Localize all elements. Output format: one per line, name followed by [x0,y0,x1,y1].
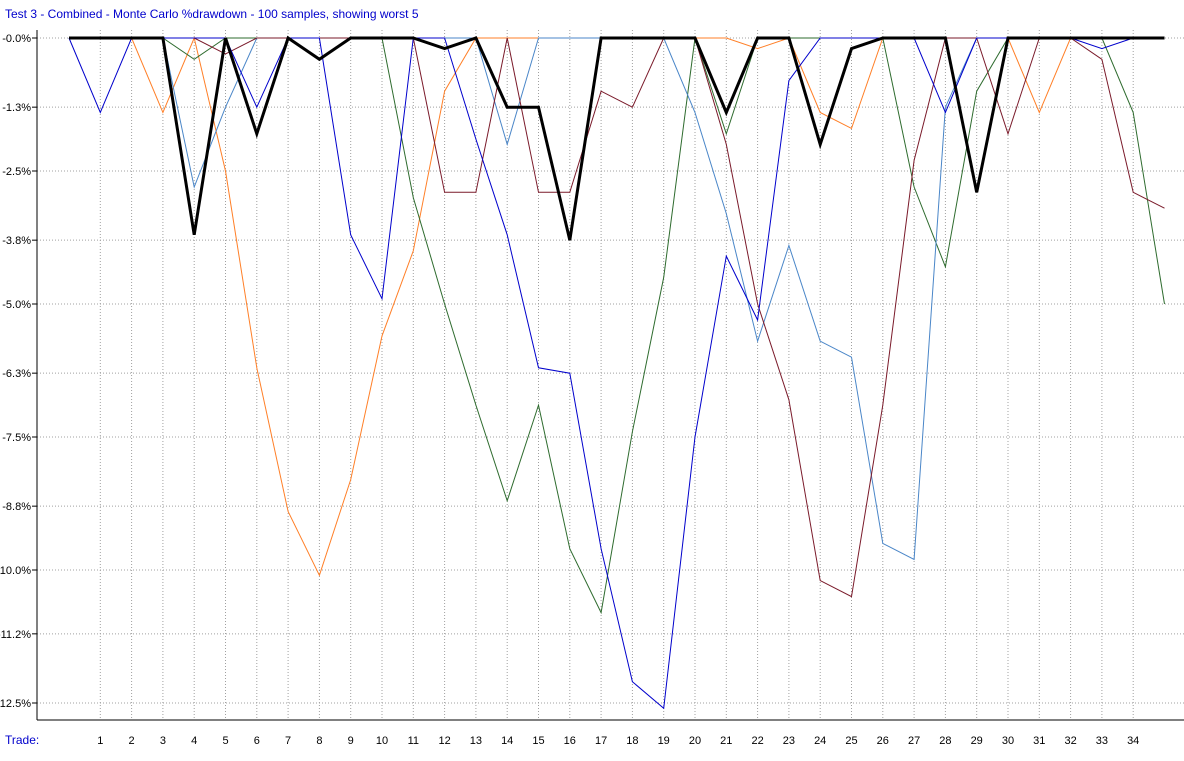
x-tick-label: 28 [939,735,951,747]
axes [32,30,1184,721]
x-tick-label: 31 [1033,735,1045,747]
x-tick-label: 20 [689,735,701,747]
x-axis-label: Trade: [5,733,40,747]
x-tick-label: 25 [845,735,857,747]
series-line-5 [68,37,1165,710]
series-line-2 [69,37,1165,615]
series-line-4 [69,37,1165,598]
y-tick-label: -12.5% [0,698,31,710]
series-line-6 [69,35,1165,241]
x-tick-label: 34 [1127,735,1139,747]
x-tick-label: 21 [720,735,732,747]
x-tick-label: 7 [285,735,291,747]
x-tick-label: 3 [160,735,166,747]
x-tick-label: 23 [783,735,795,747]
x-tick-label: 1 [97,735,103,747]
x-tick-label: 4 [191,735,197,747]
y-tick-label: -1.3% [2,102,31,114]
x-tick-label: 17 [595,735,607,747]
x-tick-label: 32 [1064,735,1076,747]
chart-title: Test 3 - Combined - Monte Carlo %drawdow… [5,7,419,21]
y-tick-label: -5.0% [2,299,31,311]
x-tick-label: 30 [1002,735,1014,747]
y-tick-label: -6.3% [2,368,31,380]
x-tick-label: 6 [254,735,260,747]
y-tick-label: -7.5% [2,432,31,444]
x-tick-label: 12 [438,735,450,747]
x-tick-label: 22 [751,735,763,747]
x-tick-label: 15 [532,735,544,747]
y-tick-label: -0.0% [2,33,31,45]
y-tick-label: -2.5% [2,166,31,178]
y-tick-label: -8.8% [2,501,31,513]
series-line-3 [69,37,1165,561]
x-tick-label: 29 [971,735,983,747]
x-tick-label: 33 [1096,735,1108,747]
series-lines [68,35,1165,710]
x-tick-label: 24 [814,735,826,747]
x-tick-label: 14 [501,735,513,747]
x-tick-label: 19 [658,735,670,747]
series-line-1 [69,36,1165,577]
x-tick-label: 9 [348,735,354,747]
y-tick-label: -11.2% [0,629,31,641]
x-tick-label: 13 [470,735,482,747]
y-tick-label: -10.0% [0,565,31,577]
x-tick-label: 18 [626,735,638,747]
x-tick-label: 10 [376,735,388,747]
x-tick-label: 26 [877,735,889,747]
x-tick-label: 5 [222,735,228,747]
tick-labels: -0.0% -1.3% -2.5% -3.8% -5.0% -6.3% -7.5% -8.8%… [0,33,1139,747]
x-tick-label: 16 [564,735,576,747]
y-tick-label: -3.8% [2,235,31,247]
x-tick-label: 8 [316,735,322,747]
x-tick-label: 27 [908,735,920,747]
x-tick-label: 11 [408,735,419,747]
x-tick-label: 2 [129,735,135,747]
